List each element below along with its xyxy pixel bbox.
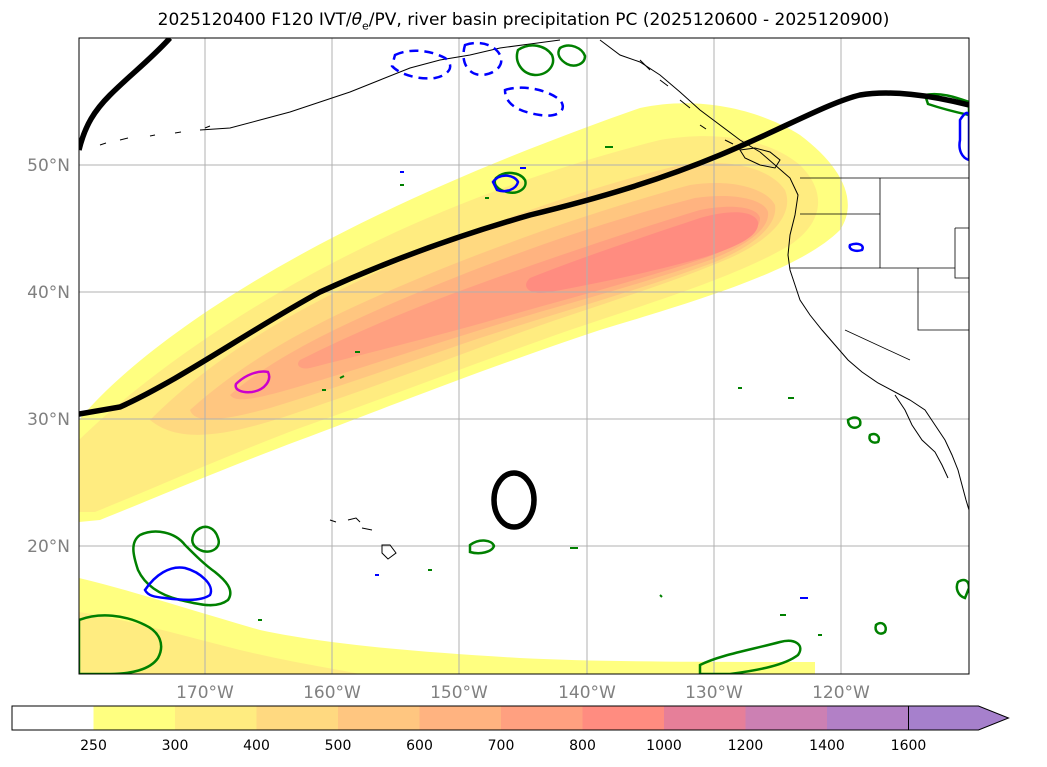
pv-green-east-2 xyxy=(868,432,881,444)
colorbar-tick-label: 1400 xyxy=(809,738,845,754)
colorbar-segment xyxy=(664,706,746,730)
title-subscript: e xyxy=(362,19,369,33)
title-prefix: 2025120400 F120 IVT/ xyxy=(157,10,352,30)
lon-label-130: 130°W xyxy=(685,683,743,703)
lon-label-140: 140°W xyxy=(558,683,616,703)
pv-magenta-contour xyxy=(234,370,271,394)
pv-blue-east xyxy=(958,111,969,162)
pv-green-east-4 xyxy=(955,578,969,600)
colorbar-tick-label: 300 xyxy=(162,738,189,754)
pv-green-south xyxy=(79,614,163,674)
ivt-250-south xyxy=(79,578,815,674)
colorbar-segment xyxy=(93,706,176,730)
theta-e-contour-nw xyxy=(79,38,173,151)
pv-green-north-2 xyxy=(557,44,587,67)
colorbar-tick-label: 1600 xyxy=(891,738,927,754)
pv-green-rockies xyxy=(923,92,969,117)
pv-blue-hawaii xyxy=(143,566,213,602)
graticule xyxy=(79,38,969,674)
title-theta: θ xyxy=(351,10,362,30)
baja-peninsula xyxy=(894,394,949,479)
ivt-shading xyxy=(79,103,848,674)
colorbar-tick-label: 400 xyxy=(243,738,270,754)
vancouver-island xyxy=(739,147,781,169)
lat-label-50: 50°N xyxy=(27,156,70,176)
colorbar-segment xyxy=(256,706,339,730)
colorbar-tick-label: 700 xyxy=(488,738,515,754)
lon-label-170: 170°W xyxy=(176,683,234,703)
colorbar-tick-label: 1000 xyxy=(646,738,682,754)
state-borders xyxy=(790,177,969,361)
pv-blue-mid xyxy=(491,174,520,193)
coastlines xyxy=(99,39,969,560)
colorbar-extend-arrow xyxy=(908,705,1010,731)
colorbar-segment xyxy=(419,706,502,730)
pv-green-dots xyxy=(258,146,822,636)
colorbar-tick-label: 250 xyxy=(80,738,107,754)
pv-green-east-1 xyxy=(846,416,862,429)
lon-label-160: 160°W xyxy=(303,683,361,703)
colorbar-tick-label: 600 xyxy=(406,738,433,754)
map-border xyxy=(78,37,970,675)
pv-blue-north-2 xyxy=(462,41,503,77)
colorbar-border xyxy=(11,705,909,731)
colorbar-segment xyxy=(582,706,665,730)
pv-green-south-3 xyxy=(698,639,802,674)
colorbar: 250 300 400 500 600 700 800 1000 1200 1400 1600 xyxy=(11,705,1010,754)
lat-label-30: 30°N xyxy=(27,410,70,430)
theta-e-closed-contour xyxy=(491,470,537,530)
lat-labels: 50°N 40°N 30°N 20°N xyxy=(27,156,70,557)
lon-label-120: 120°W xyxy=(812,683,870,703)
title-suffix: /PV, river basin precipitation PC (20251… xyxy=(368,10,890,30)
lon-labels: 170°W 160°W 150°W 140°W 130°W 120°W xyxy=(176,683,870,703)
hawaii-islands xyxy=(329,517,397,560)
ivt-800 xyxy=(526,212,759,293)
pv-green-north xyxy=(515,44,555,77)
alaska-coast xyxy=(199,39,761,153)
map-panel xyxy=(79,38,969,674)
colorbar-tick-label: 800 xyxy=(569,738,596,754)
pv-blue-dots xyxy=(375,167,808,599)
colorbar-tick-label: 1200 xyxy=(728,738,764,754)
pv-green-east-3 xyxy=(874,621,887,635)
colorbar-segment xyxy=(501,706,583,730)
colorbar-segment xyxy=(745,706,828,730)
pv-green-contours xyxy=(79,44,969,674)
colorbar-segment xyxy=(338,706,420,730)
map-title: 2025120400 F120 IVT/θe/PV, river basin p… xyxy=(0,10,1047,32)
aleutian-islands xyxy=(99,125,211,146)
lat-label-20: 20°N xyxy=(27,537,70,557)
colorbar-segment xyxy=(12,706,94,730)
colorbar-tick-label: 500 xyxy=(325,738,352,754)
west-coast xyxy=(759,151,969,511)
pv-green-south-2 xyxy=(468,539,496,555)
lon-label-150: 150°W xyxy=(430,683,488,703)
colorbar-segment xyxy=(175,706,257,730)
pv-blue-contours xyxy=(143,41,969,602)
bc-coast-islands xyxy=(639,59,734,145)
theta-e-contour xyxy=(79,90,969,417)
pv-green-hawaii-west-2 xyxy=(191,525,221,553)
pv-blue-north xyxy=(390,49,452,80)
pv-green-hawaii-west xyxy=(132,530,232,607)
colorbar-segment xyxy=(827,706,909,730)
lat-label-40: 40°N xyxy=(27,283,70,303)
pv-blue-east-2 xyxy=(848,242,864,253)
